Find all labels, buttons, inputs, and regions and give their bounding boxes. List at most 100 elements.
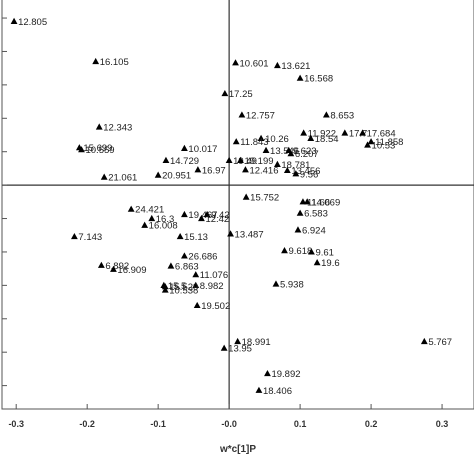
data-point-marker <box>313 259 321 266</box>
data-point-marker <box>420 337 428 345</box>
data-point-label: 9.61 <box>315 247 334 258</box>
data-point-label: 15.699 <box>83 143 112 154</box>
data-point-marker <box>364 141 371 148</box>
data-point-marker <box>167 262 175 269</box>
data-point-marker <box>273 61 281 69</box>
data-point-label: 11.858 <box>375 137 403 148</box>
data-point-marker <box>234 337 242 345</box>
data-point-marker <box>161 283 169 290</box>
data-point-marker <box>307 134 315 141</box>
data-point-label: 12.757 <box>246 110 275 121</box>
data-point-label: 26.686 <box>188 251 217 262</box>
x-tick-label: -0.1 <box>150 419 166 429</box>
data-point-marker <box>299 198 307 205</box>
data-point-label: 18.406 <box>263 386 292 397</box>
data-point-label: 5.938 <box>280 280 304 291</box>
data-point-label: 19.892 <box>271 369 300 380</box>
data-point-label: 12.805 <box>18 17 47 28</box>
data-point-label: 9.56 <box>300 169 319 180</box>
data-point-marker <box>272 280 280 287</box>
data-point-label: 17.684 <box>367 128 396 139</box>
data-point-marker <box>10 17 18 24</box>
data-point-marker <box>154 171 162 178</box>
data-point-marker <box>92 57 100 65</box>
data-point-label: 6.207 <box>295 149 319 160</box>
data-point-label: 6.583 <box>304 209 328 220</box>
data-point-marker <box>95 123 103 130</box>
data-point-marker <box>264 369 271 377</box>
data-point-marker <box>110 265 117 272</box>
data-point-label: 9.42 <box>211 210 230 221</box>
data-point-label: 10.53 <box>372 141 396 152</box>
data-point-label: 5.767 <box>428 337 452 348</box>
data-point-marker <box>220 344 228 351</box>
data-point-label: 16.909 <box>117 265 146 276</box>
data-point-label: 11.66 <box>307 197 330 208</box>
data-point-label: 13.621 <box>281 61 310 72</box>
data-point-label: 11.922 <box>308 128 336 139</box>
data-point-label: 19.467 <box>188 210 217 221</box>
data-point-marker <box>273 160 281 168</box>
data-point-marker <box>192 281 200 288</box>
data-point-label: 9.618 <box>288 246 312 257</box>
data-point-marker <box>203 210 211 218</box>
x-axis-title: w*c[1]P <box>219 444 256 455</box>
data-point-marker <box>296 74 304 81</box>
data-point-marker <box>341 129 349 136</box>
data-point-label: 11.076 <box>200 270 228 281</box>
data-point-label: 6.924 <box>302 225 326 236</box>
x-tick-label: -0.0 <box>221 419 237 429</box>
data-point-label: 16.97 <box>202 165 226 176</box>
data-point-marker <box>232 59 239 66</box>
data-point-label: 17.25 <box>229 89 253 100</box>
data-point-marker <box>141 221 149 228</box>
data-point-label: 10.601 <box>240 58 269 69</box>
data-point-marker <box>238 111 246 118</box>
data-point-label: 18.991 <box>242 337 271 348</box>
data-point-marker <box>100 173 108 180</box>
data-point-marker <box>292 170 300 177</box>
data-point-label: 10.26 <box>265 134 289 145</box>
data-point-marker <box>78 146 85 153</box>
data-point-marker <box>198 214 205 222</box>
plot-frame <box>1 0 474 410</box>
data-point-label: 13.456 <box>291 166 320 177</box>
data-point-marker <box>192 271 200 278</box>
data-points: 12.805 16.105 10.601 13.621 16.568 17.25 12.75… <box>10 17 452 397</box>
data-point-marker <box>283 166 291 174</box>
data-point-label: 10.017 <box>188 144 217 155</box>
x-tick-label: 0.1 <box>294 419 307 429</box>
data-point-label: 13.487 <box>235 229 264 240</box>
data-point-marker <box>194 166 202 173</box>
data-point-label: 8.653 <box>330 110 354 121</box>
x-tick-label: -0.3 <box>8 419 24 429</box>
data-point-marker <box>97 261 105 268</box>
data-point-label: 10.538 <box>169 286 198 297</box>
data-point-marker <box>181 252 188 259</box>
data-point-marker <box>308 248 315 255</box>
data-point-label: 6.863 <box>175 261 199 272</box>
data-point-label: 16.568 <box>304 74 333 85</box>
data-point-marker <box>255 386 263 393</box>
x-tick-label: 0.3 <box>436 419 449 429</box>
data-point-label: 10.559 <box>85 145 114 156</box>
data-point-marker <box>262 146 270 153</box>
x-tick-label: -0.2 <box>79 419 95 429</box>
data-point-marker <box>127 205 135 212</box>
data-point-label: 19.502 <box>201 301 230 312</box>
data-point-label: 17.7 <box>349 128 368 139</box>
data-point-label: 12.343 <box>103 122 132 133</box>
data-point-marker <box>359 129 366 136</box>
data-point-marker <box>227 230 234 237</box>
data-point-marker <box>367 138 375 145</box>
data-point-label: 15.529 <box>169 282 198 293</box>
data-point-marker <box>70 232 78 240</box>
data-point-label: 18.54 <box>315 134 339 145</box>
data-point-label: 11.843 <box>240 137 268 148</box>
data-point-marker <box>322 111 330 118</box>
data-point-marker <box>257 134 265 141</box>
data-point-marker <box>287 150 295 157</box>
data-point-marker <box>225 156 233 163</box>
x-tick-label: 0.2 <box>365 419 378 429</box>
